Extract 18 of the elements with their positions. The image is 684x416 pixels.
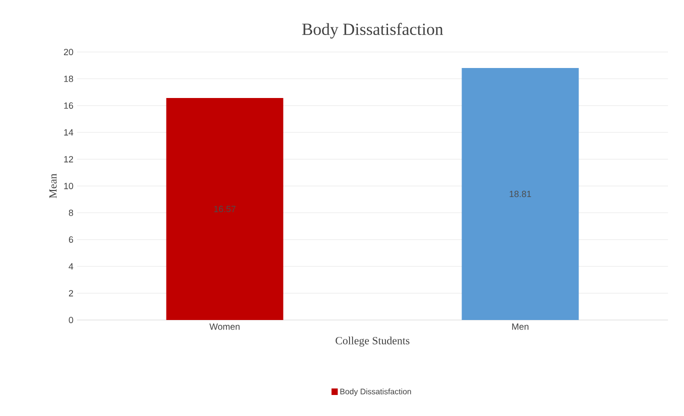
chart-title: Body Dissatisfaction	[302, 22, 444, 38]
y-tick-label: 20	[64, 48, 74, 56]
y-tick-label: 12	[64, 156, 74, 162]
y-tick-label: 4	[68, 263, 74, 270]
x-axis-title: College Students	[336, 336, 410, 347]
y-tick-label: 18	[64, 76, 74, 82]
y-tick-label: 16	[64, 102, 74, 109]
x-tick-label: Women	[209, 324, 240, 330]
y-axis-title: Mean	[49, 174, 57, 198]
y-tick-label: 10	[64, 182, 74, 190]
data-label: 16.57	[214, 206, 236, 212]
y-tick-label: 8	[68, 210, 74, 216]
y-tick-label: 6	[68, 236, 74, 243]
y-tick-label: 14	[64, 129, 74, 136]
x-tick-label: Men	[512, 324, 528, 330]
y-tick-label: 0	[68, 316, 74, 324]
y-tick-label: 2	[68, 290, 74, 296]
data-label: 18.81	[510, 190, 532, 198]
